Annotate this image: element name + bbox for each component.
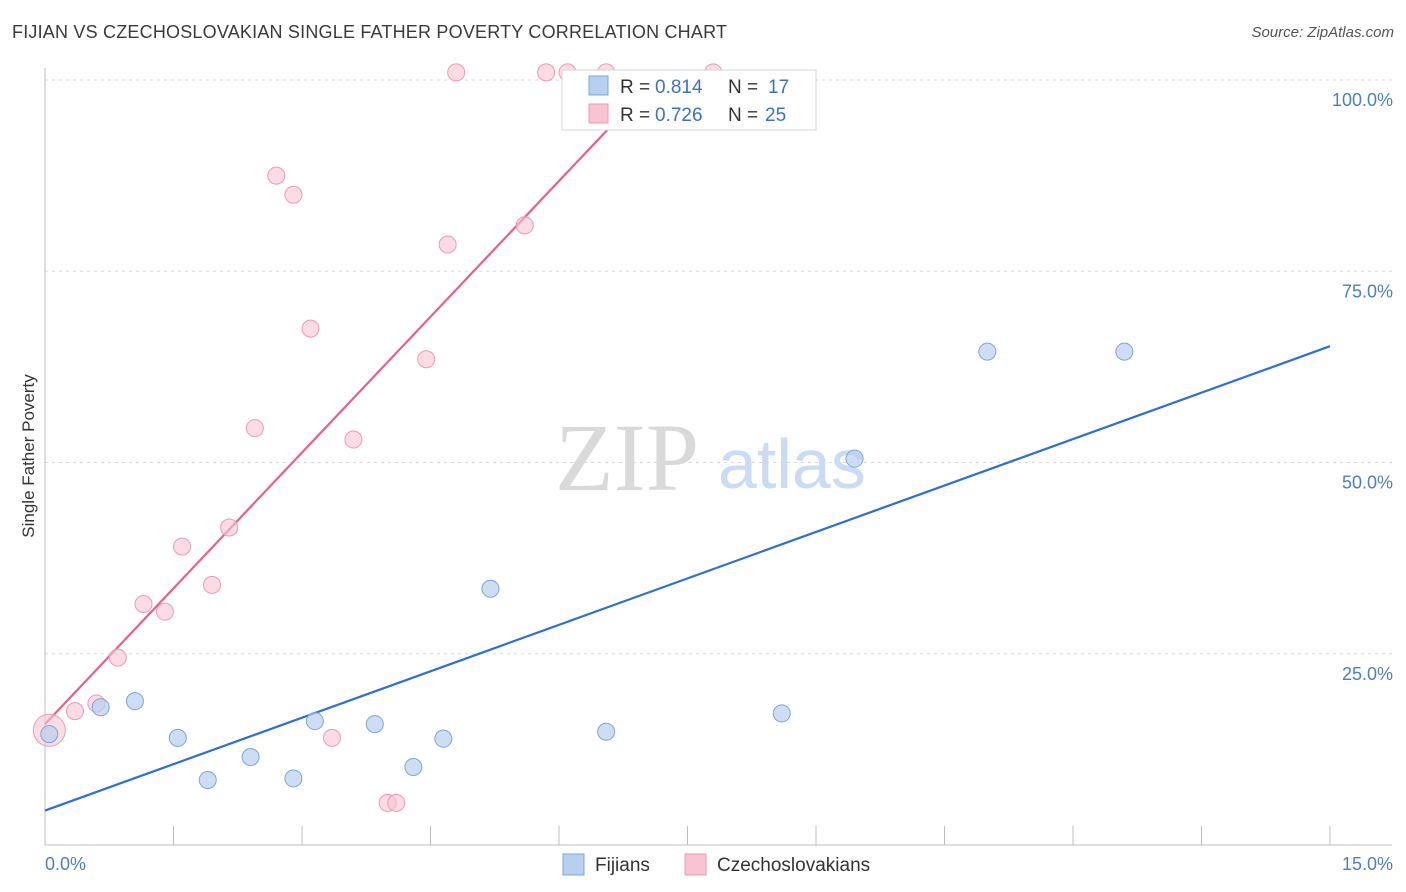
- point-czech: [537, 63, 556, 82]
- point-fijians: [772, 704, 791, 723]
- legend-r-value-czech: 0.726: [655, 105, 703, 126]
- point-fijians: [198, 770, 217, 789]
- legend-swatch-fijians: [588, 75, 609, 96]
- point-fijians: [978, 342, 997, 361]
- axes: [44, 68, 1392, 846]
- y-tick-label: 75.0%: [1342, 281, 1393, 301]
- point-czech: [417, 350, 436, 369]
- trend-line-fijians: [44, 345, 1331, 812]
- legend-r-value-fijians: 0.814: [655, 77, 703, 98]
- bottom-legend-swatch-czech: [684, 853, 707, 876]
- point-czech: [108, 648, 127, 667]
- y-tick-label: 25.0%: [1342, 664, 1393, 684]
- point-fijians: [91, 698, 110, 717]
- point-czech: [134, 595, 153, 614]
- y-axis-label: Single Father Poverty: [19, 374, 38, 538]
- watermark-atlas: atlas: [718, 425, 866, 503]
- point-fijians: [168, 728, 187, 747]
- correlation-legend: R = 0.814 N = 17 R = 0.726 N = 25: [561, 69, 817, 131]
- x-tick-label: 15.0%: [1342, 854, 1393, 874]
- point-fijians: [241, 748, 260, 767]
- point-fijians: [40, 725, 59, 744]
- y-tick-labels: 25.0% 50.0% 75.0% 100.0%: [1332, 90, 1393, 684]
- point-czech: [322, 728, 341, 747]
- x-tick-labels: 0.0% 15.0%: [45, 854, 1393, 874]
- point-fijians: [1115, 342, 1134, 361]
- chart-title: FIJIAN VS CZECHOSLOVAKIAN SINGLE FATHER …: [12, 22, 728, 42]
- point-czech: [387, 793, 406, 812]
- y-tick-label: 100.0%: [1332, 90, 1393, 110]
- point-czech: [173, 537, 192, 556]
- point-czech: [344, 430, 363, 449]
- legend-n-value-czech: 25: [765, 105, 786, 126]
- legend-n-label-czech: N =: [728, 105, 758, 126]
- point-fijians: [434, 729, 453, 748]
- series-legend: Fijians Czechoslovakians: [562, 853, 870, 876]
- legend-r-label-fijians: R =: [620, 77, 650, 98]
- point-czech: [447, 63, 466, 82]
- point-czech: [438, 235, 457, 254]
- gridlines: [45, 79, 1392, 655]
- point-fijians: [125, 692, 144, 711]
- point-czech: [515, 216, 534, 235]
- legend-n-value-fijians: 17: [768, 77, 789, 98]
- point-czech: [220, 518, 239, 537]
- bottom-legend-label-fijians: Fijians: [595, 855, 650, 876]
- point-czech: [65, 702, 84, 721]
- data-points: [32, 63, 1134, 812]
- bottom-legend-label-czech: Czechoslovakians: [717, 855, 870, 876]
- point-fijians: [597, 722, 616, 741]
- point-fijians: [284, 769, 303, 788]
- watermark: ZIP atlas: [555, 404, 866, 511]
- point-fijians: [305, 712, 324, 731]
- trend-line-czech: [44, 71, 663, 725]
- source-label: Source: ZipAtlas.com: [1251, 24, 1394, 41]
- trend-lines: [44, 71, 1331, 812]
- x-tick-label: 0.0%: [45, 854, 86, 874]
- legend-r-label-czech: R =: [620, 105, 650, 126]
- point-fijians: [845, 449, 864, 468]
- point-fijians: [365, 715, 384, 734]
- y-tick-label: 50.0%: [1342, 473, 1393, 493]
- point-fijians: [481, 579, 500, 598]
- point-czech: [155, 602, 174, 621]
- point-czech: [203, 575, 222, 594]
- legend-n-label-fijians: N =: [728, 77, 758, 98]
- bottom-legend-swatch-fijians: [562, 853, 585, 876]
- legend-swatch-czech: [588, 103, 609, 124]
- point-czech: [267, 166, 286, 185]
- point-czech: [245, 419, 264, 438]
- watermark-zip: ZIP: [555, 404, 699, 511]
- point-czech: [284, 185, 303, 204]
- point-fijians: [404, 757, 423, 776]
- point-czech: [301, 319, 320, 338]
